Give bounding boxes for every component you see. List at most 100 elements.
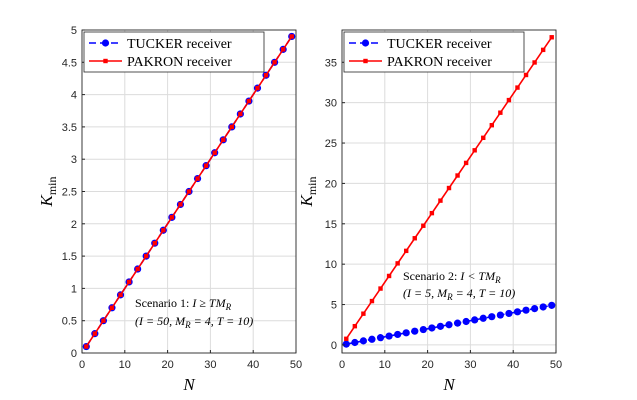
pakron-data-point xyxy=(144,253,149,259)
x-tick-label: 0 xyxy=(79,359,85,371)
tucker-data-point xyxy=(522,306,530,314)
tucker-data-point xyxy=(453,319,462,327)
y-tick-label: 2.5 xyxy=(62,187,77,199)
scenario-label: Scenario 1: xyxy=(135,296,192,310)
tucker-data-point xyxy=(351,338,359,347)
scenario-params-subscript: R xyxy=(446,292,453,302)
pakron-data-point xyxy=(84,344,89,349)
y-axis-label: Kmin xyxy=(37,176,59,207)
y-tick-label: 4.5 xyxy=(62,57,77,69)
legend-box xyxy=(343,31,525,73)
x-tick-label: 0 xyxy=(339,359,345,371)
legend-label-pakron: PAKRON receiver xyxy=(387,55,492,70)
pakron-data-point xyxy=(289,34,294,39)
x-tick-label: 40 xyxy=(507,359,519,371)
pakron-data-point xyxy=(463,160,469,166)
legend-label-tucker: TUCKER receiver xyxy=(387,37,492,52)
x-tick-label: 20 xyxy=(161,359,173,371)
pakron-data-point xyxy=(404,248,409,254)
legend-marker-tucker xyxy=(361,39,370,47)
scenario-annotation-line1: Scenario 2: I < TMR xyxy=(403,269,501,285)
tucker-data-point xyxy=(445,321,453,329)
pakron-data-point xyxy=(221,137,226,143)
pakron-data-point xyxy=(378,286,383,291)
pakron-data-point xyxy=(152,240,157,246)
pakron-data-point xyxy=(438,198,443,203)
pakron-data-point xyxy=(498,110,503,115)
pakron-data-point xyxy=(229,124,234,130)
x-tick-label: 30 xyxy=(204,359,216,371)
pakron-data-point xyxy=(212,150,217,155)
pakron-data-point xyxy=(369,298,375,304)
tucker-data-point xyxy=(419,325,427,334)
legend-marker-pakron xyxy=(103,58,108,64)
pakron-data-point xyxy=(523,72,529,78)
pakron-data-point xyxy=(280,47,286,52)
pakron-data-point xyxy=(169,215,175,220)
tucker-data-point xyxy=(428,324,436,332)
tucker-data-point xyxy=(513,308,522,316)
pakron-data-point xyxy=(540,47,546,53)
tucker-data-point xyxy=(496,311,504,319)
pakron-data-point xyxy=(506,97,512,103)
scenario-condition-subscript: R xyxy=(494,275,501,285)
scenario-condition: I < TM xyxy=(459,269,496,283)
x-tick-label: 40 xyxy=(247,359,259,371)
y-axis-label-subscript: min xyxy=(305,176,319,195)
y-tick-label: 1.5 xyxy=(62,251,77,263)
y-tick-label: 25 xyxy=(325,138,337,150)
tucker-data-point xyxy=(531,304,539,313)
pakron-data-point xyxy=(412,236,417,241)
y-tick-label: 0 xyxy=(331,340,337,352)
legend-label-pakron: PAKRON receiver xyxy=(127,55,232,70)
pakron-data-point xyxy=(126,279,132,285)
y-tick-label: 10 xyxy=(325,259,337,271)
x-tick-label: 50 xyxy=(290,359,302,371)
tucker-data-point xyxy=(368,335,376,343)
scenario-params-subscript: R xyxy=(184,320,191,330)
x-axis-label: N xyxy=(442,375,456,394)
tucker-data-point xyxy=(462,317,470,326)
y-tick-label: 5 xyxy=(71,25,77,37)
pakron-data-point xyxy=(161,228,166,233)
y-tick-label: 35 xyxy=(325,57,337,69)
left-chart-panel: 0 10 20 30 40 50 0 0.5 1 1.5 2 2.5 3 3.5 4 4.5 5 N Kmin TUC… xyxy=(37,25,302,394)
x-tick-label: 10 xyxy=(119,359,131,371)
pakron-data-point xyxy=(489,123,494,128)
pakron-data-point xyxy=(109,305,115,310)
legend-label-tucker: TUCKER receiver xyxy=(127,37,232,52)
y-tick-label: 3.5 xyxy=(62,122,77,134)
scenario-params-b: = 4, T = 10) xyxy=(191,314,254,328)
y-tick-label: 3 xyxy=(71,154,77,166)
x-tick-label: 20 xyxy=(421,359,433,371)
pakron-data-point xyxy=(344,336,349,341)
tucker-data-point xyxy=(539,303,547,311)
pakron-data-point xyxy=(186,189,192,194)
y-axis-label-main: K xyxy=(297,194,316,208)
y-tick-label: 4 xyxy=(71,90,77,102)
pakron-data-point xyxy=(178,202,183,207)
scenario-label: Scenario 2: xyxy=(403,269,460,283)
pakron-data-point xyxy=(101,318,106,323)
scenario-condition: I ≥ TM xyxy=(191,296,226,310)
y-axis-label-main: K xyxy=(37,194,56,208)
y-tick-label: 20 xyxy=(325,178,337,190)
scenario-params-a: (I = 5, M xyxy=(403,286,448,300)
scenario-annotation-line2: (I = 50, MR = 4, T = 10) xyxy=(135,314,253,330)
pakron-data-point xyxy=(135,266,140,272)
tucker-data-point xyxy=(359,337,367,345)
pakron-data-point xyxy=(203,163,209,168)
pakron-data-point xyxy=(195,176,200,181)
tucker-data-point xyxy=(488,313,496,321)
y-tick-label: 30 xyxy=(325,98,337,110)
y-tick-label: 0 xyxy=(71,348,77,360)
y-tick-label: 1 xyxy=(71,283,77,295)
x-tick-label: 10 xyxy=(379,359,391,371)
tucker-data-point xyxy=(342,340,350,348)
pakron-data-point xyxy=(395,261,400,266)
right-chart-panel: 0 10 20 30 40 50 0 5 10 15 20 25 30 35 N Kmin TUCKER rec… xyxy=(297,29,562,394)
tucker-data-point xyxy=(505,309,513,318)
pakron-data-point xyxy=(515,85,520,90)
pakron-data-point xyxy=(472,148,477,153)
